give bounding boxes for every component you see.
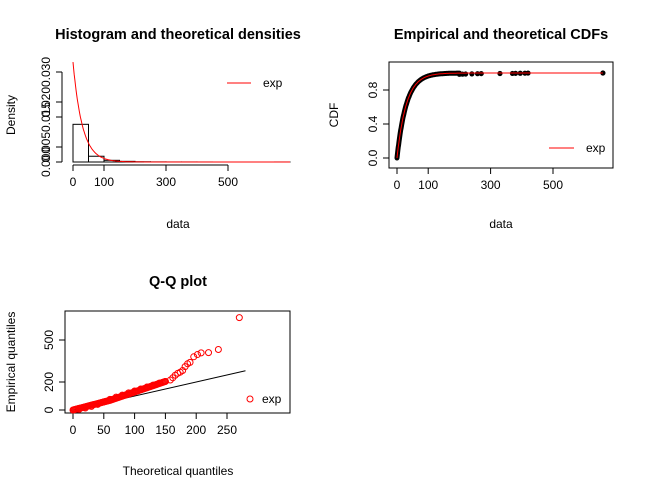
cdf-point	[600, 70, 606, 76]
cdf-y-axis-label: CDF	[327, 103, 341, 128]
qq-point	[149, 381, 157, 389]
qq-x-tick-label: 150	[155, 423, 175, 437]
qq-x-tick-label: 50	[97, 423, 111, 437]
qq-point	[161, 377, 169, 385]
histogram-y-tick-label: 0.005	[39, 132, 53, 162]
qq-point	[190, 353, 198, 361]
cdf-point	[474, 71, 481, 77]
qq-y-axis-label: Empirical quantiles	[4, 312, 18, 413]
qq-point	[112, 393, 120, 401]
histogram-x-axis-label: data	[166, 217, 190, 231]
qq-point	[131, 387, 139, 395]
qq-title: Q-Q plot	[149, 274, 207, 290]
qq-x-tick-label: 250	[217, 423, 237, 437]
qq-plot-frame	[64, 310, 291, 414]
cdf-x-tick-label: 300	[481, 178, 501, 192]
histogram-bars	[72, 123, 291, 163]
cdf-empirical-points	[456, 70, 606, 77]
histogram-y-tick-label: 0.015	[39, 102, 53, 132]
qq-x-tick-label: 0	[70, 423, 77, 437]
qq-x-tick-label: 200	[186, 423, 206, 437]
qq-point	[118, 391, 126, 399]
qq-point	[124, 389, 132, 397]
qq-panel: Q-Q plot Theoretical quantiles Empirical…	[4, 274, 291, 478]
cdf-legend-label: exp	[586, 141, 606, 155]
cdf-point	[497, 70, 503, 77]
cdf-y-tick-label: 0.4	[366, 115, 380, 132]
histogram-x-tick-label: 500	[218, 175, 238, 189]
qq-y-ticks: 0 200 500	[42, 330, 66, 413]
cdf-title: Empirical and theoretical CDFs	[394, 27, 608, 43]
cdf-panel: Empirical and theoretical CDFs data CDF …	[327, 27, 614, 231]
histogram-x-ticks: 0 100 300 500	[70, 164, 238, 189]
cdf-point	[469, 71, 475, 77]
qq-x-tick-label: 100	[125, 423, 145, 437]
qq-point	[106, 395, 114, 403]
histogram-y-tick-label: 0.030	[39, 57, 53, 87]
qq-legend-label: exp	[262, 392, 282, 406]
qq-point	[155, 379, 163, 387]
qq-points	[75, 314, 243, 413]
histogram-title: Histogram and theoretical densities	[55, 27, 301, 43]
cdf-y-ticks: 0.0 0.4 0.8	[366, 81, 390, 166]
cdf-x-tick-label: 0	[394, 178, 401, 192]
histogram-bar	[88, 155, 105, 163]
cdf-y-tick-label: 0.8	[366, 81, 380, 98]
histogram-bar	[72, 123, 89, 163]
qq-x-axis-label: Theoretical quantiles	[123, 464, 234, 478]
histogram-y-tick-label: 0.020	[39, 87, 53, 117]
qq-point	[214, 346, 222, 354]
histogram-panel: Histogram and theoretical densities data…	[4, 27, 301, 231]
qq-y-tick-label: 200	[42, 372, 56, 392]
histogram-fitted-density-curve	[72, 62, 290, 163]
histogram-x-tick-label: 100	[94, 175, 114, 189]
cdf-x-tick-label: 500	[543, 178, 563, 192]
cdf-empirical-curve	[394, 70, 462, 161]
qq-y-tick-label: 500	[42, 330, 56, 350]
cdf-fitted-curve	[396, 72, 603, 159]
qq-legend-marker	[246, 395, 254, 403]
qq-point	[235, 314, 243, 322]
cdf-point	[463, 71, 469, 77]
cdf-x-ticks: 0 100 300 500	[394, 167, 563, 192]
qq-point	[205, 349, 213, 357]
histogram-x-tick-label: 0	[70, 175, 77, 189]
qq-point	[100, 398, 108, 406]
qq-point	[94, 400, 102, 408]
histogram-y-axis-label: Density	[4, 95, 18, 135]
histogram-legend-label: exp	[263, 76, 283, 90]
qq-point	[137, 385, 145, 393]
cdf-y-tick-label: 0.0	[366, 149, 380, 166]
qq-point	[81, 404, 89, 412]
cdf-x-tick-label: 100	[418, 178, 438, 192]
qq-point	[143, 383, 151, 391]
qq-y-tick-label: 0	[42, 406, 56, 413]
cdf-point	[478, 70, 484, 77]
histogram-x-tick-label: 300	[156, 175, 176, 189]
qq-point	[87, 402, 95, 410]
qq-x-ticks: 0 50 100 150 200 250	[70, 412, 237, 437]
cdf-x-axis-label: data	[489, 217, 513, 231]
qq-point	[193, 351, 201, 359]
qq-point	[197, 349, 205, 357]
histogram-y-tick-label: 0.000	[39, 147, 53, 177]
qq-point	[186, 358, 194, 366]
